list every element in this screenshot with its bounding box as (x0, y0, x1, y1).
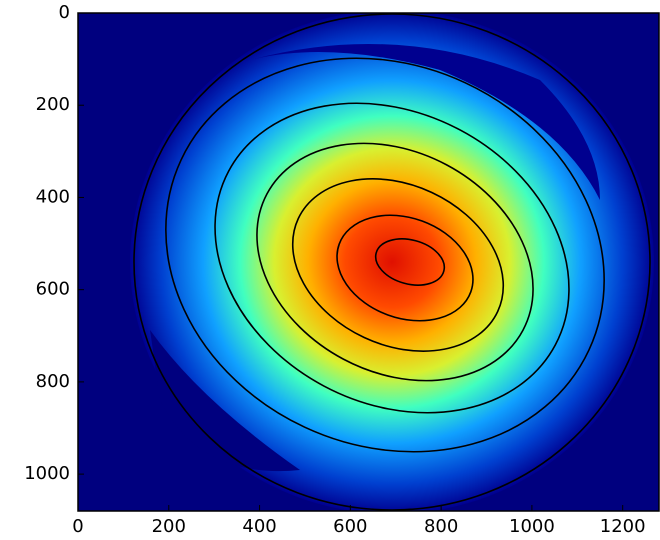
heatmap (130, 13, 654, 511)
y-tick-label: 1000 (24, 463, 70, 484)
dark-region (250, 44, 600, 200)
x-tick-label: 400 (242, 516, 276, 537)
x-tick-label: 1200 (600, 516, 646, 537)
plot-frame (77, 12, 660, 512)
y-tick-label: 800 (36, 371, 70, 392)
x-tick-label: 1000 (509, 516, 555, 537)
contours (133, 13, 651, 511)
x-tick-label: 0 (72, 516, 83, 537)
x-tick-label: 600 (333, 516, 367, 537)
y-tick-label: 0 (59, 2, 70, 23)
y-tick-label: 200 (36, 94, 70, 115)
x-tick-label: 200 (152, 516, 186, 537)
dark-region (150, 330, 300, 472)
x-tick-label: 800 (424, 516, 458, 537)
y-tick-label: 600 (36, 279, 70, 300)
y-tick-label: 400 (36, 186, 70, 207)
image-area (78, 13, 659, 511)
